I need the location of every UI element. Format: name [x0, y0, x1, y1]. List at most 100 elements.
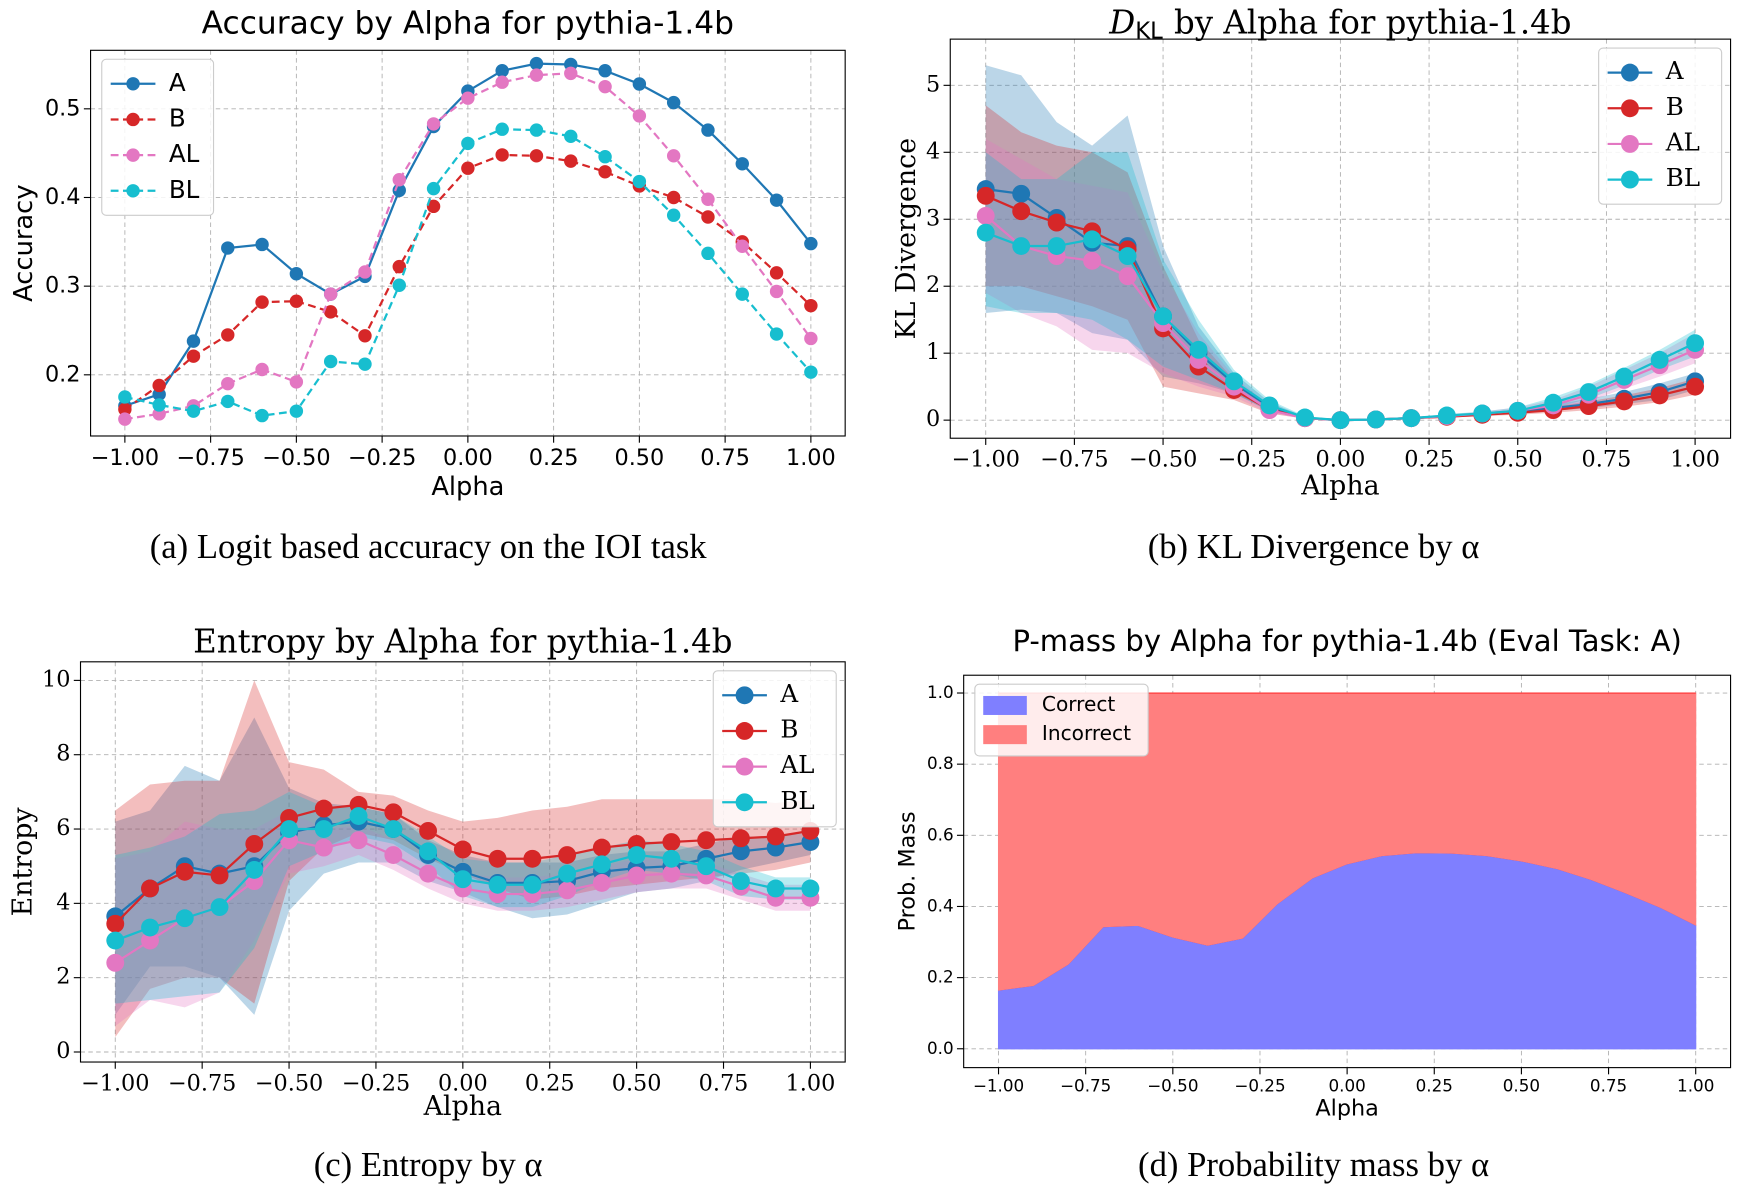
point [697, 857, 716, 876]
point [289, 404, 304, 418]
title-subscript: KL [1135, 18, 1163, 44]
x-axis-label: Alpha [1300, 470, 1379, 501]
point [701, 123, 715, 137]
legend-label: A [169, 68, 186, 97]
point [701, 246, 715, 261]
point [495, 63, 509, 78]
x-axis-label: Alpha [423, 1091, 502, 1122]
y-tick-label: 0.8 [927, 753, 954, 773]
legend-frame [712, 670, 837, 828]
x-tick-label: 1.00 [1677, 1076, 1714, 1096]
x-tick-label: −0.50 [255, 1070, 323, 1096]
point [289, 375, 304, 389]
x-tick-label: −0.25 [1217, 447, 1285, 473]
y-tick-label: 0.4 [927, 895, 954, 915]
point [488, 849, 507, 868]
subplot: Entropy by Alpha for pythia-1.4b −1.00 −0.… [8, 622, 846, 1122]
chart-title: Entropy by Alpha for pythia-1.4b [193, 622, 732, 660]
point [392, 278, 406, 292]
x-tick-label: −1.00 [951, 447, 1019, 473]
chart-title: DKL by Alpha for pythia-1.4b [1108, 3, 1571, 44]
x-tick-label: 0.75 [1590, 1076, 1627, 1096]
subplot: Accuracy by Alpha for pythia-1.4b −1.00 −0… [9, 6, 846, 502]
x-tick-label: 1.00 [786, 1070, 836, 1096]
point [1437, 406, 1456, 425]
legend-label: B [780, 714, 798, 743]
point [735, 287, 749, 301]
point [314, 820, 333, 838]
point [221, 241, 235, 255]
point [384, 820, 403, 838]
point [255, 237, 269, 252]
point [766, 827, 785, 846]
point [186, 349, 201, 363]
point [1118, 267, 1137, 286]
point [1260, 396, 1279, 415]
point [1579, 383, 1598, 401]
caption: (c) Entropy by α [314, 1146, 543, 1184]
y-tick-label: 3 [926, 205, 940, 231]
legend-marker [735, 793, 754, 812]
x-tick-label: 0.75 [700, 445, 750, 471]
point [1508, 401, 1527, 420]
legend-marker [126, 77, 140, 91]
x-tick-label: −0.75 [1060, 1076, 1111, 1096]
point [323, 287, 338, 301]
x-tick-label: 0.50 [614, 445, 664, 471]
point [558, 864, 577, 883]
x-tick-label: 0.50 [1503, 1076, 1540, 1096]
point [804, 236, 818, 251]
y-tick-label: 0.4 [45, 184, 81, 210]
y-tick-label: 8 [56, 741, 70, 767]
point [632, 174, 647, 189]
point [769, 266, 784, 280]
point [106, 931, 125, 950]
point [976, 223, 995, 242]
point [349, 831, 368, 850]
point [323, 354, 338, 369]
point [426, 199, 441, 214]
y-tick-label: 1 [926, 339, 940, 365]
chart-title: P-mass by Alpha for pythia-1.4b (Eval Ta… [1012, 624, 1681, 658]
point [1295, 408, 1314, 427]
point [662, 849, 681, 868]
point [731, 829, 750, 848]
legend-frame [101, 58, 215, 216]
point [152, 398, 166, 412]
point [392, 173, 406, 187]
title-symbol: D [1108, 3, 1135, 41]
x-tick-label: 0.00 [1316, 447, 1366, 473]
point [255, 295, 269, 309]
point [523, 849, 542, 868]
plot-frame [949, 38, 1732, 439]
point [186, 404, 201, 418]
point [632, 109, 647, 123]
point [735, 157, 749, 171]
legend-label: Incorrect [1042, 721, 1131, 745]
point [419, 842, 438, 861]
point [598, 149, 612, 164]
legend-marker [735, 722, 754, 740]
point [1083, 251, 1102, 270]
point [314, 838, 333, 857]
series-line [124, 72, 812, 421]
y-axis-label: Entropy [8, 807, 39, 917]
point [529, 149, 544, 163]
point [384, 846, 403, 864]
subplot: DKL by Alpha for pythia-1.4b −1.00 −0.75 −0.… [891, 3, 1732, 501]
point [186, 334, 201, 348]
point [1615, 392, 1634, 411]
x-tick-label: 0.25 [529, 445, 579, 471]
x-tick-label: −0.75 [176, 445, 244, 471]
y-tick-label: 0 [56, 1038, 70, 1064]
point [666, 149, 681, 163]
point [1473, 404, 1492, 423]
point [592, 873, 611, 892]
y-tick-label: 1.0 [927, 682, 954, 702]
point [1544, 393, 1563, 412]
caption: (b) KL Divergence by α [1148, 528, 1480, 566]
point [255, 362, 269, 377]
y-tick-label: 0.2 [45, 361, 81, 387]
point [1154, 307, 1173, 326]
